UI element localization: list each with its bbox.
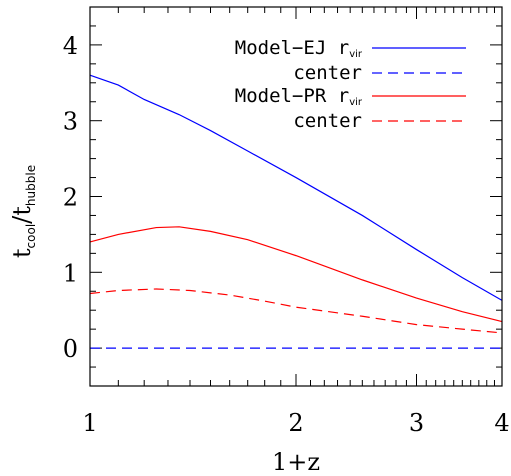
x-tick-label: 1 [82,409,97,437]
legend-label-3: center [293,110,362,132]
legend-label-text: Model−PR r [235,85,349,107]
y-axis-title-slash: /t [8,206,36,224]
y-tick-label: 4 [63,32,78,60]
legend-label-subscript: vir [349,49,363,60]
y-tick-label: 3 [63,108,78,136]
y-tick-label: 1 [63,259,78,287]
y-axis-title-main: t [8,248,36,258]
series-layer [89,74,503,349]
y-axis-title: tcool/thubble [8,165,38,258]
y-tick-label: 2 [63,184,78,212]
legend-label-text: Model−EJ r [235,37,349,59]
series-line-3 [89,288,503,334]
tick-label-layer: 1 2 3 4 0 1 2 3 4 [63,32,510,437]
legend-label-subscript: vir [349,97,363,108]
legend-label-0: Model−EJ rvir [235,37,363,60]
legend-label-text: center [293,62,362,84]
x-axis-title: 1+z [272,448,320,476]
series-line-0 [89,74,503,301]
y-tick-label: 0 [63,335,78,363]
legend-label-text: center [293,110,362,132]
y-axis-title-sub1: cool [24,224,38,249]
x-tick-label: 2 [288,409,303,437]
legend-label-2: Model−PR rvir [235,85,363,108]
plot-frame [89,6,503,387]
series-line-2 [89,226,503,323]
x-tick-label: 4 [494,409,509,437]
y-axis-title-sub2: hubble [24,165,38,206]
x-tick-label: 3 [409,409,424,437]
legend-label-1: center [293,62,362,84]
